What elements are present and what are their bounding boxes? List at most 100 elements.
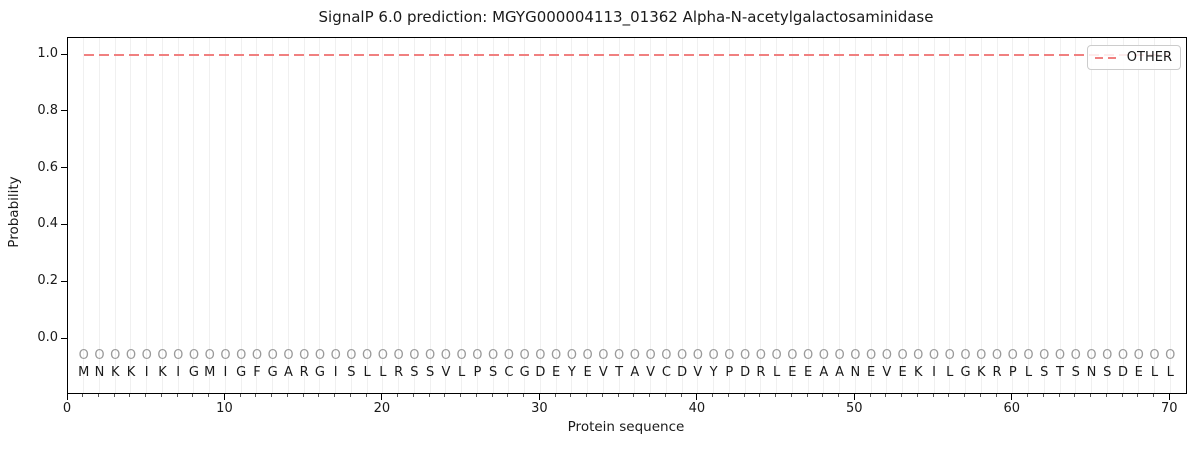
residue-letter: D — [677, 364, 688, 380]
residue-letter: S — [410, 364, 419, 380]
predicted-label-letter: O — [330, 348, 341, 364]
predicted-label-letter: O — [283, 348, 294, 364]
residue-letter: V — [598, 364, 608, 380]
y-axis-tick — [61, 167, 67, 169]
x-axis-minor-tick — [145, 394, 147, 397]
predicted-label-letter: O — [346, 348, 357, 364]
gridline — [130, 38, 132, 393]
residue-letter: G — [314, 364, 325, 380]
residue-letter: G — [960, 364, 971, 380]
gridline — [508, 38, 510, 393]
gridline — [1012, 38, 1014, 393]
gridline — [224, 38, 226, 393]
gridline — [83, 38, 85, 393]
gridline — [933, 38, 935, 393]
residue-letter: S — [1103, 364, 1112, 380]
x-axis-minor-tick — [712, 394, 714, 397]
x-axis-tick-label: 60 — [1003, 401, 1021, 416]
x-axis-minor-tick — [570, 394, 572, 397]
predicted-label-letter: O — [393, 348, 404, 364]
predicted-label-letter: O — [535, 348, 546, 364]
predicted-label-letter: O — [236, 348, 247, 364]
x-axis-tick — [381, 394, 383, 400]
x-axis-minor-tick — [412, 394, 414, 397]
x-axis-minor-tick — [932, 394, 934, 397]
x-axis-minor-tick — [397, 394, 399, 397]
legend-dashed-line-sample — [1094, 56, 1120, 59]
residue-letter: A — [835, 364, 845, 380]
residue-letter: L — [379, 364, 387, 380]
x-axis-minor-tick — [82, 394, 84, 397]
gridline — [634, 38, 636, 393]
predicted-label-letter: O — [1149, 348, 1160, 364]
x-axis-minor-tick — [838, 394, 840, 397]
residue-letter: S — [1071, 364, 1080, 380]
predicted-label-letter: O — [960, 348, 971, 364]
predicted-label-letter: O — [362, 348, 373, 364]
predicted-label-letter: O — [220, 348, 231, 364]
residue-letter: P — [1008, 364, 1017, 380]
predicted-label-letter: O — [708, 348, 719, 364]
residue-letter: E — [803, 364, 813, 380]
x-axis-minor-tick — [428, 394, 430, 397]
predicted-label-letter: O — [519, 348, 530, 364]
x-axis-tick — [1168, 394, 1170, 400]
x-axis-minor-tick — [617, 394, 619, 397]
x-axis-minor-tick — [995, 394, 997, 397]
gridline — [335, 38, 337, 393]
residue-letter: E — [552, 364, 561, 380]
predicted-label-letter: O — [881, 348, 892, 364]
gridline — [697, 38, 699, 393]
predicted-label-letter: O — [865, 348, 877, 364]
predicted-label-letter: O — [1039, 348, 1050, 364]
predicted-label-letter: O — [645, 348, 656, 364]
predicted-label-letter: O — [661, 348, 672, 364]
x-axis-minor-tick — [979, 394, 981, 397]
x-axis-tick-label: 30 — [531, 401, 548, 416]
residue-letter: F — [253, 364, 261, 380]
gridline — [1075, 38, 1077, 393]
residue-letter: M — [204, 364, 216, 380]
predicted-label-letter: O — [834, 348, 845, 364]
gridline — [303, 38, 305, 393]
residue-letter: G — [188, 364, 199, 380]
x-axis-tick-label: 40 — [688, 401, 706, 416]
gridline — [476, 38, 478, 393]
gridline — [319, 38, 321, 393]
predicted-label-letter: O — [802, 348, 814, 364]
residue-letter: A — [819, 364, 829, 380]
chart-title: SignalP 6.0 prediction: MGYG000004113_01… — [318, 8, 934, 26]
gridline — [98, 38, 100, 393]
residue-letter: P — [473, 364, 482, 380]
y-axis-tick — [61, 53, 67, 55]
residue-letter: R — [992, 364, 1002, 380]
residue-letter: N — [1086, 364, 1097, 380]
gridline — [209, 38, 211, 393]
residue-letter: L — [946, 364, 954, 380]
predicted-label-letter: O — [251, 348, 263, 364]
gridline — [650, 38, 652, 393]
x-axis-minor-tick — [1153, 394, 1154, 397]
predicted-label-letter: O — [755, 348, 766, 364]
predicted-label-letter: O — [456, 348, 467, 364]
gridline — [1043, 38, 1045, 393]
x-axis-minor-tick — [365, 394, 367, 397]
residue-letter: D — [740, 364, 751, 380]
predicted-label-letter: O — [204, 348, 215, 364]
gridline — [382, 38, 384, 393]
gridline — [728, 38, 730, 393]
predicted-label-letter: O — [1007, 348, 1018, 364]
gridline — [996, 38, 998, 393]
predicted-label-letter: O — [94, 348, 105, 364]
gridline — [1169, 38, 1171, 393]
gridline — [429, 38, 431, 393]
x-axis-minor-tick — [1137, 394, 1139, 397]
predicted-label-letter: O — [314, 348, 326, 364]
x-axis-minor-tick — [1105, 394, 1107, 397]
gridline — [713, 38, 715, 393]
x-axis-minor-tick — [680, 394, 682, 397]
x-axis-minor-tick — [554, 394, 556, 397]
predicted-label-letter: O — [1054, 348, 1066, 364]
x-axis-minor-tick — [334, 394, 336, 397]
